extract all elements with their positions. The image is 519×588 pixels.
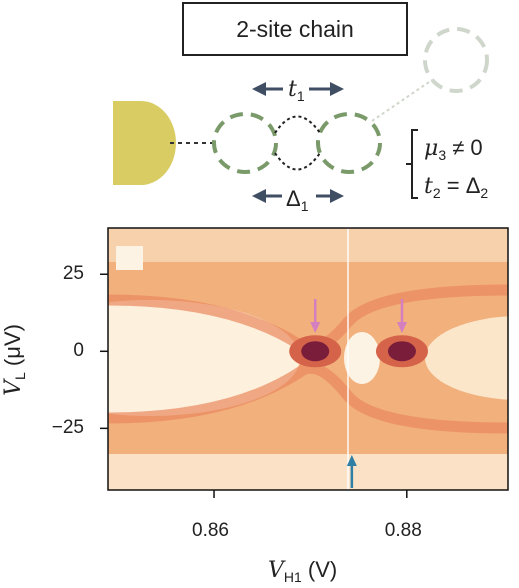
conductance-heatmap bbox=[108, 228, 508, 490]
t1-label: t1 bbox=[288, 77, 305, 104]
quantum-dot-third-faded bbox=[423, 27, 489, 93]
quantum-dot-right bbox=[316, 112, 382, 174]
y-tick-label: 0 bbox=[73, 340, 84, 362]
low-conductance-gap-left bbox=[108, 300, 300, 416]
title-text: 2-site chain bbox=[236, 15, 354, 42]
y-axis-title: VL (μV) bbox=[0, 324, 28, 396]
blue-marker-arrow bbox=[346, 455, 357, 488]
t1-subscript: 1 bbox=[296, 88, 305, 104]
marker-arrows bbox=[310, 299, 407, 488]
delta1-double-arrow bbox=[252, 189, 344, 203]
superconducting-lead bbox=[113, 101, 176, 185]
condition-mu3: μ3 ≠ 0 bbox=[424, 135, 483, 163]
y-axis-subscript: L bbox=[11, 372, 28, 381]
pink-marker-arrow bbox=[310, 299, 321, 333]
figure-title: 2-site chain bbox=[182, 2, 408, 56]
y-tick-label: 25 bbox=[62, 263, 84, 285]
condition-t2-delta2: t2 = Δ2 bbox=[424, 173, 489, 201]
hopping-link-top bbox=[274, 115, 321, 134]
t2-symbol: t bbox=[424, 174, 433, 199]
t2-subscript: 2 bbox=[432, 185, 441, 201]
pink-marker-arrow bbox=[396, 299, 407, 333]
plot-frame bbox=[107, 227, 509, 491]
x-axis-subscript: H1 bbox=[283, 569, 302, 585]
t1-symbol: t bbox=[288, 77, 297, 102]
mu3-relation: ≠ 0 bbox=[446, 135, 483, 160]
high-bias-band-lower bbox=[108, 454, 508, 490]
center-light-region bbox=[344, 332, 380, 384]
axis-ticks bbox=[100, 273, 408, 498]
delta1-symbol: Δ bbox=[286, 186, 301, 211]
x-axis-unit: (V) bbox=[301, 557, 338, 582]
conditions-bracket bbox=[406, 129, 418, 199]
y-axis-symbol: V bbox=[0, 380, 26, 396]
x-axis-title: VH1 (V) bbox=[268, 557, 337, 585]
delta1-subscript: 1 bbox=[300, 198, 309, 214]
delta2-subscript: 2 bbox=[480, 185, 489, 201]
delta1-label: Δ1 bbox=[286, 186, 309, 214]
t2-relation: = Δ bbox=[440, 173, 481, 198]
x-tick-label: 0.88 bbox=[384, 520, 422, 541]
colorscale-inset-square bbox=[116, 246, 143, 270]
mu3-symbol: μ bbox=[424, 136, 439, 161]
zero-bias-peak bbox=[387, 341, 416, 362]
high-bias-band-upper bbox=[108, 228, 508, 262]
y-tick-label: −25 bbox=[51, 417, 84, 439]
x-axis-symbol: V bbox=[268, 558, 284, 583]
mu3-subscript: 3 bbox=[438, 147, 447, 163]
t1-double-arrow bbox=[252, 82, 344, 96]
pairing-link-bottom bbox=[274, 152, 321, 171]
third-dot-link bbox=[371, 79, 433, 122]
y-axis-unit: (μV) bbox=[0, 324, 25, 373]
low-conductance-gap-right bbox=[425, 316, 508, 400]
zero-bias-peak bbox=[301, 341, 330, 362]
andreev-branch-lower bbox=[108, 362, 508, 434]
x-tick-label: 0.86 bbox=[192, 520, 229, 541]
quantum-dot-left bbox=[212, 112, 278, 174]
